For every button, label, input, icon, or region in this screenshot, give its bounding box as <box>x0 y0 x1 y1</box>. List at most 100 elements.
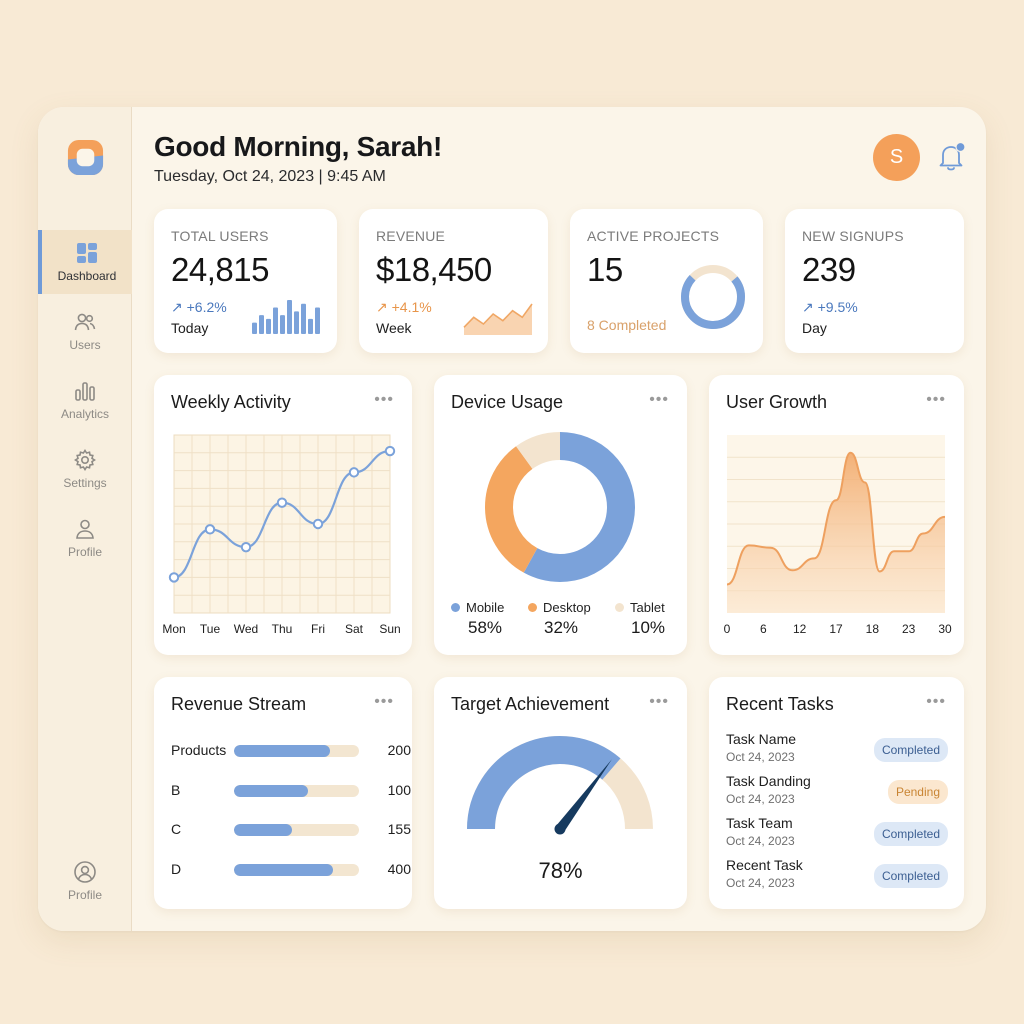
revenue-row-label: B <box>171 781 181 798</box>
area-fill <box>727 452 945 613</box>
more-menu-icon[interactable]: ••• <box>926 693 946 710</box>
card-title: Target Achievement <box>451 694 610 714</box>
sidebar-item-label: Profile <box>67 545 102 559</box>
projects-progress-ring <box>681 265 745 329</box>
kpi-value: $18,450 <box>376 251 492 288</box>
revenue-row-value: 155 <box>387 821 411 837</box>
legend-dot <box>615 603 624 612</box>
analytics-icon <box>75 382 95 401</box>
sidebar-item-label: Profile <box>67 888 102 902</box>
revenue-row: C 155 <box>171 819 411 839</box>
kpi-delta: ↗ +9.5% <box>802 299 858 315</box>
x-tick-label: 6 <box>759 622 767 636</box>
legend-label: Desktop <box>543 600 591 615</box>
task-row[interactable]: Task Danding Oct 24, 2023 Pending <box>726 773 948 809</box>
revenue-bar <box>234 863 333 876</box>
bell-icon[interactable] <box>936 141 966 173</box>
legend-label: Tablet <box>630 600 665 615</box>
device-usage-donut <box>485 432 635 582</box>
spark-area-fill <box>464 304 532 335</box>
spark-bar <box>294 311 299 334</box>
data-point <box>240 541 252 553</box>
task-name: Task Name <box>726 731 797 747</box>
person-icon <box>76 519 94 539</box>
kpi-card-total-users[interactable]: TOTAL USERS 24,815 ↗ +6.2% Today <box>154 209 337 353</box>
gear-icon <box>74 449 96 471</box>
kpi-label: TOTAL USERS <box>171 228 269 244</box>
target-gauge <box>467 735 653 835</box>
users-icon <box>74 313 96 331</box>
recent-tasks-card: Recent Tasks ••• Task Name Oct 24, 2023 Co… <box>709 677 964 909</box>
card-title: Device Usage <box>451 392 564 412</box>
kpi-label: REVENUE <box>376 228 446 244</box>
task-row[interactable]: Task Name Oct 24, 2023 Completed <box>726 731 948 767</box>
app-logo <box>67 139 104 176</box>
status-badge: Completed <box>873 822 948 846</box>
kpi-value: 15 <box>587 251 623 288</box>
gauge-hub <box>554 823 566 835</box>
sidebar-item-dashboard[interactable]: Dashboard <box>38 230 132 294</box>
data-point <box>168 572 180 583</box>
status-badge: Completed <box>873 738 948 762</box>
data-point <box>312 518 324 530</box>
dashboard-icon <box>77 243 97 263</box>
task-row[interactable]: Task Team Oct 24, 2023 Completed <box>726 815 948 851</box>
legend-dot <box>451 603 460 612</box>
kpi-delta: ↗ +4.1% <box>376 299 432 315</box>
data-point <box>204 524 216 535</box>
spark-bar <box>280 315 285 334</box>
kpi-card-active-projects[interactable]: ACTIVE PROJECTS 15 8 Completed <box>570 209 763 353</box>
card-title: Recent Tasks <box>726 694 834 714</box>
spark-bar <box>287 300 292 334</box>
kpi-card-new-signups[interactable]: NEW SIGNUPS 239 ↗ +9.5% Day <box>785 209 964 353</box>
revenue-bar <box>234 824 292 836</box>
avatar[interactable]: S <box>873 134 920 181</box>
spark-bar <box>301 303 306 334</box>
sidebar-bottom-profile[interactable]: Profile <box>38 849 132 913</box>
revenue-row: Products 200 <box>171 740 411 760</box>
gauge-fill <box>467 736 621 830</box>
weekly-activity-card: Weekly Activity ••• Mon Tue Wed Thu Fri Sat Su… <box>154 375 412 655</box>
card-title: User Growth <box>726 392 828 412</box>
x-tick-label: Wed <box>233 622 259 636</box>
kpi-card-revenue[interactable]: REVENUE $18,450 ↗ +4.1% Week <box>359 209 548 353</box>
more-menu-icon[interactable]: ••• <box>374 391 394 408</box>
more-menu-icon[interactable]: ••• <box>374 693 394 710</box>
sparkline-bars <box>252 300 320 334</box>
task-date: Oct 24, 2023 <box>726 750 795 764</box>
sparkline-area <box>463 303 533 335</box>
revenue-row-value: 200 <box>387 742 411 758</box>
user-growth-card: User Growth ••• 0 6 12 17 18 23 30 <box>709 375 964 655</box>
sidebar-item-settings[interactable]: Settings <box>38 437 132 501</box>
revenue-row: B 100 <box>171 780 411 800</box>
legend-pct-mobile: 58% <box>467 618 503 637</box>
legend-pct-tablet: 10% <box>630 618 666 637</box>
task-date: Oct 24, 2023 <box>726 792 795 806</box>
date-time: Tuesday, Oct 24, 2023 | 9:45 AM <box>154 168 386 185</box>
sidebar-item-profile[interactable]: Profile <box>38 506 132 570</box>
kpi-label: ACTIVE PROJECTS <box>587 228 720 244</box>
card-title: Weekly Activity <box>171 392 291 412</box>
x-tick-label: Thu <box>271 622 293 636</box>
x-tick-label: 18 <box>865 622 880 636</box>
x-tick-label: Fri <box>311 622 325 636</box>
revenue-bar <box>234 745 331 757</box>
sidebar-item-analytics[interactable]: Analytics <box>38 368 132 432</box>
data-point <box>348 467 360 478</box>
dashboard-window: Dashboard Users Analytics <box>38 107 986 931</box>
sidebar-item-users[interactable]: Users <box>38 299 132 363</box>
spark-bar <box>308 318 313 334</box>
more-menu-icon[interactable]: ••• <box>926 391 946 408</box>
revenue-row-label: Products <box>171 742 227 758</box>
x-tick-label: 30 <box>938 622 952 636</box>
x-tick-label: 17 <box>829 622 843 636</box>
user-growth-chart <box>726 435 946 613</box>
page-title: Good Morning, Sarah! <box>154 131 442 162</box>
device-usage-card: Device Usage ••• Mobile Desktop Tablet 5… <box>434 375 687 655</box>
task-row[interactable]: Recent Task Oct 24, 2023 Completed <box>726 857 948 893</box>
more-menu-icon[interactable]: ••• <box>649 693 669 710</box>
task-name: Task Danding <box>726 773 811 789</box>
x-tick-label: 12 <box>792 622 807 636</box>
more-menu-icon[interactable]: ••• <box>649 391 669 408</box>
series-line <box>726 451 946 586</box>
